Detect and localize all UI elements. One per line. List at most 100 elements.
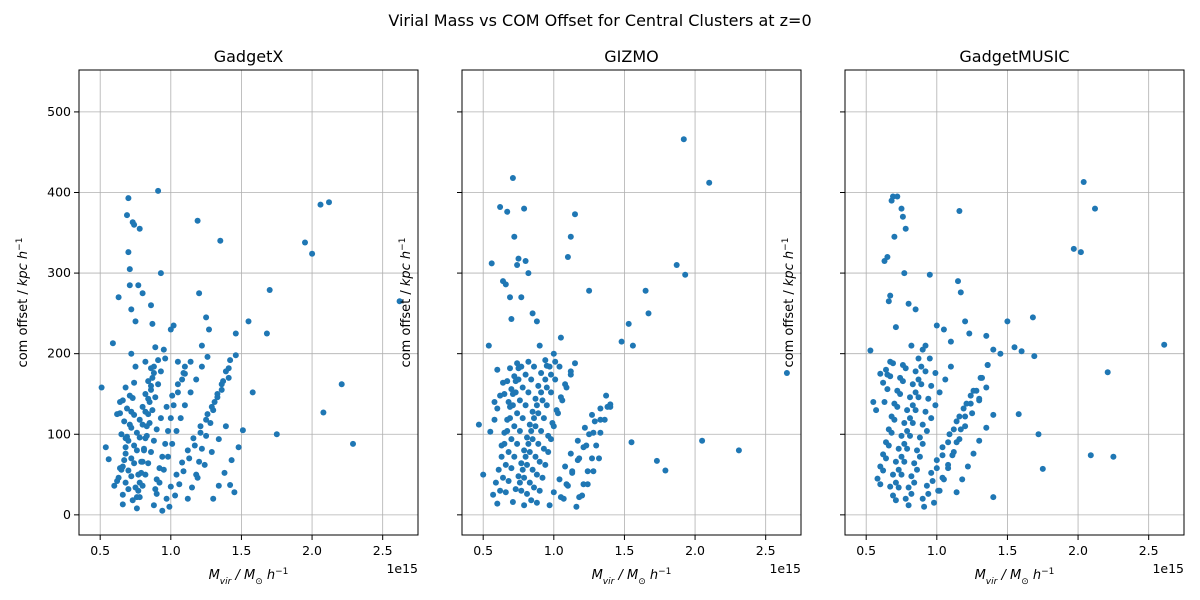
data-point [918,381,925,388]
y-tick-label: 0 [63,507,71,522]
data-point [531,415,537,422]
data-point [114,478,121,484]
data-point [193,376,200,383]
data-point [217,237,224,244]
data-point [235,444,242,451]
data-point [511,423,518,430]
data-point [959,476,966,483]
data-point [904,445,911,452]
data-point [524,434,530,441]
data-point [905,484,912,491]
data-point [898,453,905,460]
data-point [919,440,926,447]
data-point [970,387,977,394]
data-point [139,482,146,489]
data-point [502,281,509,288]
data-point [925,395,932,402]
data-point [662,467,669,474]
data-point [532,395,539,402]
data-point [535,382,542,389]
data-point [129,497,136,504]
data-point [984,362,991,368]
data-point [936,389,943,396]
data-point [586,287,593,294]
data-point [983,332,990,339]
data-point [956,208,963,214]
data-point [511,233,518,240]
data-point [584,481,591,488]
data-point [524,461,530,468]
data-point [887,292,894,299]
data-point [174,381,181,388]
data-point [569,468,576,475]
data-point [497,204,504,210]
data-point [118,431,125,438]
data-point [591,418,598,425]
data-point [1092,205,1098,212]
data-point [933,322,940,329]
data-point [528,428,535,434]
data-point [491,416,498,423]
data-point [128,473,135,480]
data-point [159,453,166,460]
data-point [150,370,157,376]
data-point [580,481,587,488]
data-point [218,386,225,393]
data-point [167,415,174,422]
data-point [190,435,197,442]
data-point [514,262,521,268]
data-point [908,342,915,349]
data-point [552,376,559,383]
data-point [122,479,129,486]
data-point [572,360,578,367]
data-point [507,294,513,301]
data-point [165,453,171,460]
data-point [150,437,157,444]
data-point [105,456,112,463]
x-tick-label: 1.0 [161,543,181,558]
data-point [203,314,210,321]
data-point [148,382,154,389]
data-point [908,473,915,480]
data-point [173,428,180,434]
data-point [505,399,512,405]
data-point [526,449,533,455]
data-point [887,358,894,365]
data-point [548,389,554,396]
data-point [604,403,611,410]
data-point [907,415,913,422]
data-point [157,270,164,277]
data-point [142,471,149,478]
x-tick-label: 1.5 [614,543,634,558]
data-point [682,271,689,278]
y-tick-label: 500 [47,104,71,119]
data-point [932,370,939,376]
data-point [208,403,215,410]
data-point [916,434,923,441]
data-point [498,442,505,449]
data-point [706,179,713,186]
y-axis-label: com offset / kpc h−1 [398,238,414,368]
data-point [877,481,884,488]
data-point [642,287,649,294]
data-point [132,363,139,370]
data-point [894,403,901,410]
data-point [320,409,327,416]
data-point [899,378,906,385]
data-point [1011,344,1018,351]
data-point [509,499,516,505]
data-point [783,370,790,376]
data-point [970,450,977,457]
data-point [197,429,204,436]
data-point [923,482,930,489]
data-point [590,468,597,475]
data-point [145,378,152,385]
scatter-points [867,179,1168,510]
data-point [962,413,969,420]
data-point [126,282,133,289]
data-point [892,458,899,465]
data-point [942,376,949,383]
data-point [516,428,523,434]
data-point [583,442,590,449]
data-point [929,478,936,484]
